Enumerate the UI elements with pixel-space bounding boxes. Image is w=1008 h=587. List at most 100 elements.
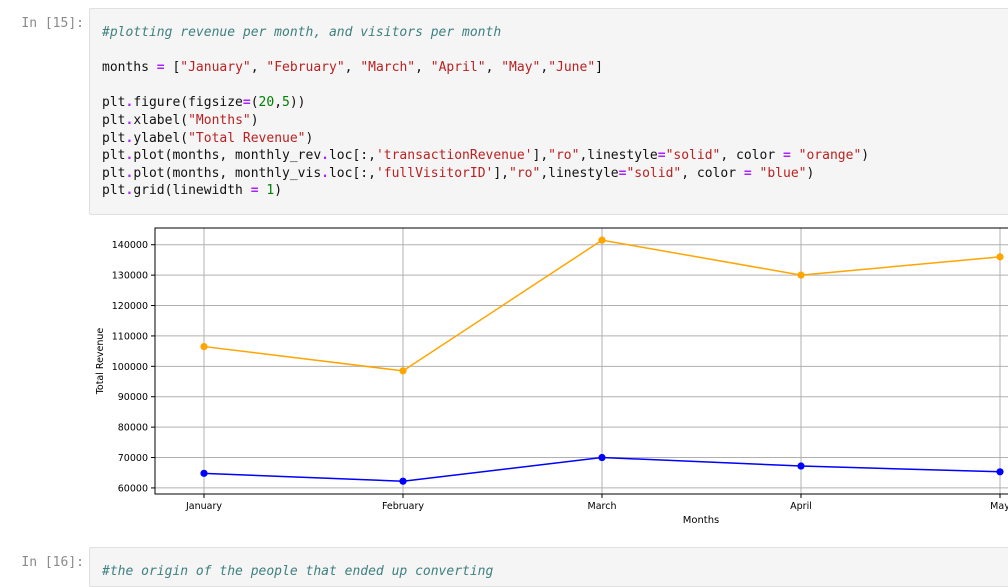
code-token: "ro"	[509, 165, 541, 181]
code-token: plt	[102, 183, 126, 199]
code-line: #plotting revenue per month, and visitor…	[102, 24, 1008, 42]
code-token: "Months"	[188, 112, 251, 128]
code-token: grid(linewidth	[133, 183, 251, 199]
code-token: ,linestyle	[540, 165, 619, 181]
series-0-point	[598, 236, 606, 244]
code-token: .	[125, 95, 134, 111]
series-0-point	[996, 253, 1004, 261]
x-axis-label: Months	[683, 515, 720, 526]
plot-frame	[154, 227, 1008, 495]
code-token: )	[305, 130, 314, 146]
code-token: )	[806, 165, 815, 181]
y-tick-label: 60000	[118, 483, 148, 494]
code-editor-16[interactable]: #the origin of the people that ended up …	[90, 563, 1008, 581]
code-token: )	[250, 112, 259, 128]
code-token: ,	[274, 95, 283, 111]
code-token: =	[250, 183, 259, 199]
code-token: , color	[720, 148, 783, 164]
cell-prompt-16: In [16]:	[21, 555, 84, 570]
code-token: "February"	[266, 60, 345, 76]
y-tick-label: 130000	[112, 271, 148, 282]
code-token: 1	[266, 183, 275, 199]
code-token: loc[:,	[328, 148, 376, 164]
code-token: .	[321, 148, 329, 164]
code-token: loc[:,	[328, 165, 376, 181]
code-token: "May"	[501, 60, 541, 76]
code-token: 5	[282, 95, 290, 111]
y-tick-label: 120000	[112, 301, 148, 312]
code-token: .	[125, 183, 134, 199]
code-editor-15[interactable]: #plotting revenue per month, and visitor…	[90, 24, 1008, 200]
code-token: ,linestyle	[579, 148, 658, 164]
code-token: =	[156, 60, 165, 76]
chart-series	[200, 236, 1004, 485]
code-token: plot(months, monthly_rev	[133, 148, 322, 164]
code-token: "solid"	[665, 148, 721, 164]
code-cell-16[interactable]: #the origin of the people that ended up …	[89, 547, 1008, 587]
code-token: 20	[258, 95, 275, 111]
code-token: (	[250, 95, 259, 111]
code-line: plt.plot(months, monthly_rev.loc[:,'tran…	[102, 147, 1008, 165]
code-token: plt	[102, 95, 126, 111]
code-cell-15[interactable]: #plotting revenue per month, and visitor…	[89, 8, 1008, 215]
y-tick-label: 110000	[112, 331, 148, 342]
code-token: .	[125, 130, 134, 146]
x-tick-label: May	[990, 501, 1008, 512]
code-token: =	[743, 165, 752, 181]
series-0-point	[399, 367, 407, 375]
code-token: ]	[595, 60, 603, 76]
code-line: plt.xlabel("Months")	[102, 112, 1008, 130]
code-token: , color	[681, 165, 744, 181]
y-tick-label: 90000	[118, 392, 148, 403]
code-token: ,	[250, 60, 267, 76]
code-token: .	[125, 148, 134, 164]
code-token: "ro"	[548, 148, 580, 164]
code-token: ,	[415, 60, 431, 76]
chart-grid	[155, 228, 1008, 494]
code-token: ylabel(	[133, 130, 189, 146]
code-token: ,	[485, 60, 502, 76]
y-axis-label: Total Revenue	[95, 328, 106, 396]
code-line	[102, 77, 1008, 95]
code-line: plt.ylabel("Total Revenue")	[102, 130, 1008, 148]
series-0-point	[200, 342, 208, 351]
code-token: plt	[102, 148, 126, 164]
code-token: plot(months, monthly_vis	[133, 165, 322, 181]
code-token: .	[125, 165, 134, 181]
code-token: figure(figsize	[133, 95, 243, 111]
code-token: .	[321, 165, 329, 181]
code-token: months	[102, 60, 157, 76]
series-1-point	[797, 462, 805, 470]
code-token: "March"	[360, 60, 416, 76]
code-token: #the origin of the people that ended up …	[102, 564, 494, 579]
code-token: ))	[289, 95, 306, 111]
series-0-point	[797, 271, 805, 279]
code-line: #the origin of the people that ended up …	[102, 563, 1008, 581]
y-axis-ticks: 60000 70000 80000 90000 100000 110000 120000 13…	[112, 240, 155, 494]
output-area-15: 60000 70000 80000 90000 100000 110000 120000 13…	[89, 222, 1008, 532]
x-tick-label: April	[790, 501, 812, 512]
y-tick-label: 70000	[118, 453, 148, 464]
code-line: plt.plot(months, monthly_vis.loc[:,'full…	[102, 165, 1008, 183]
code-token	[791, 148, 799, 163]
code-token: plt	[102, 165, 126, 181]
code-token: 'transactionRevenue'	[375, 148, 533, 164]
code-token: )	[861, 148, 870, 164]
code-token: =	[783, 148, 791, 164]
revenue-visitors-chart: 60000 70000 80000 90000 100000 110000 120000 13…	[95, 227, 1008, 526]
code-token: "orange"	[798, 148, 862, 164]
code-token: =	[242, 95, 251, 111]
code-line: plt.grid(linewidth = 1)	[102, 182, 1008, 200]
code-token: "April"	[430, 60, 486, 76]
y-tick-label: 100000	[112, 362, 148, 373]
code-token: =	[657, 148, 666, 164]
code-line: plt.figure(figsize=(20,5))	[102, 94, 1008, 112]
code-token: "January"	[180, 60, 251, 76]
series-1-point	[399, 477, 407, 485]
x-tick-label: February	[382, 501, 424, 512]
code-token: ],	[493, 165, 510, 181]
code-token: "solid"	[626, 165, 682, 181]
code-token: plt	[102, 130, 126, 146]
code-token: "June"	[548, 60, 596, 76]
series-1-point	[996, 468, 1004, 476]
